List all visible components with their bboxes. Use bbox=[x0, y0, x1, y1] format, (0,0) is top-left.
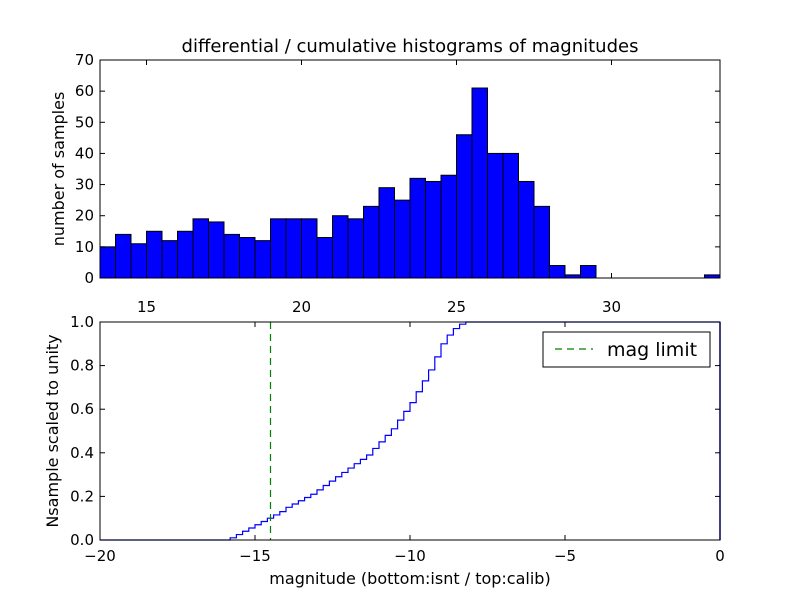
histogram-bar bbox=[130, 243, 147, 279]
histogram-bar bbox=[332, 215, 349, 279]
histogram-bar bbox=[254, 240, 271, 279]
histogram-bar bbox=[363, 205, 380, 279]
bottom-x-axis-label: magnitude (bottom:isnt / top:calib) bbox=[269, 569, 550, 588]
histogram-bar bbox=[456, 134, 473, 279]
x-tick-label: 25 bbox=[447, 298, 466, 316]
y-tick-label: 1.0 bbox=[70, 313, 94, 331]
top-chart-title: differential / cumulative histograms of … bbox=[182, 36, 639, 57]
histogram-bar bbox=[270, 218, 287, 279]
top-y-axis-label: number of samples bbox=[49, 92, 68, 247]
y-tick-label: 20 bbox=[75, 207, 94, 225]
y-tick-label: 0.2 bbox=[70, 487, 94, 505]
histogram-bar bbox=[115, 233, 132, 279]
x-tick-label: 15 bbox=[137, 298, 156, 316]
y-tick-label: 0 bbox=[84, 269, 94, 287]
histogram-bar bbox=[502, 152, 519, 279]
histogram-bar bbox=[487, 152, 504, 279]
top-histogram-panel: differential / cumulative histograms of … bbox=[49, 36, 721, 316]
histogram-bar bbox=[285, 218, 302, 279]
histogram-bar bbox=[440, 174, 457, 279]
top-plot-frame bbox=[99, 59, 721, 279]
top-ticks: 0 10 20 30 40 50 60 70 15 20 25 30 bbox=[75, 51, 720, 316]
histogram-bar bbox=[161, 240, 178, 279]
y-tick-label: 10 bbox=[75, 238, 94, 256]
x-tick-label: −10 bbox=[394, 547, 426, 565]
histogram-bar bbox=[208, 221, 225, 279]
histogram-bar bbox=[301, 218, 318, 279]
histogram-bar bbox=[378, 187, 395, 279]
legend: mag limit bbox=[542, 331, 711, 368]
bottom-cumulative-panel: 0.0 0.2 0.4 0.6 0.8 1.0 −20 −15 −10 −5 0 Nsample s… bbox=[43, 313, 725, 588]
histogram-bar bbox=[425, 180, 442, 279]
y-tick-label: 30 bbox=[75, 176, 94, 194]
top-bars bbox=[99, 87, 721, 279]
histogram-bar bbox=[549, 265, 566, 279]
histogram-bar bbox=[192, 218, 209, 279]
y-tick-label: 40 bbox=[75, 144, 94, 162]
histogram-bar bbox=[223, 233, 240, 279]
histogram-bar bbox=[518, 180, 535, 279]
y-tick-label: 0.0 bbox=[70, 531, 94, 549]
cumulative-step-line bbox=[100, 321, 720, 541]
bottom-ticks: 0.0 0.2 0.4 0.6 0.8 1.0 −20 −15 −10 −5 0 bbox=[70, 313, 725, 565]
histogram-bar bbox=[347, 218, 364, 279]
histogram-bar bbox=[239, 237, 256, 279]
x-tick-label: −15 bbox=[239, 547, 271, 565]
histogram-bar bbox=[394, 199, 411, 279]
x-tick-label: −5 bbox=[554, 547, 576, 565]
y-tick-label: 0.6 bbox=[70, 400, 94, 418]
histogram-bar bbox=[409, 177, 426, 279]
y-tick-label: 0.4 bbox=[70, 444, 94, 462]
histogram-bar bbox=[146, 230, 163, 279]
y-tick-label: 50 bbox=[75, 113, 94, 131]
y-tick-label: 70 bbox=[75, 51, 94, 69]
bottom-y-axis-label: Nsample scaled to unity bbox=[43, 334, 62, 527]
legend-entry-mag-limit: mag limit bbox=[607, 339, 697, 361]
histogram-bar bbox=[580, 265, 597, 279]
histogram-bar bbox=[316, 237, 333, 279]
y-tick-label: 60 bbox=[75, 82, 94, 100]
y-tick-label: 0.8 bbox=[70, 357, 94, 375]
x-tick-label: 30 bbox=[602, 298, 621, 316]
histogram-bar bbox=[533, 205, 550, 279]
histogram-bar bbox=[471, 87, 488, 279]
x-tick-label: 20 bbox=[292, 298, 311, 316]
x-tick-label: −20 bbox=[84, 547, 116, 565]
histogram-bar bbox=[99, 246, 116, 279]
histogram-bar bbox=[177, 230, 194, 279]
x-tick-label: 0 bbox=[715, 547, 725, 565]
